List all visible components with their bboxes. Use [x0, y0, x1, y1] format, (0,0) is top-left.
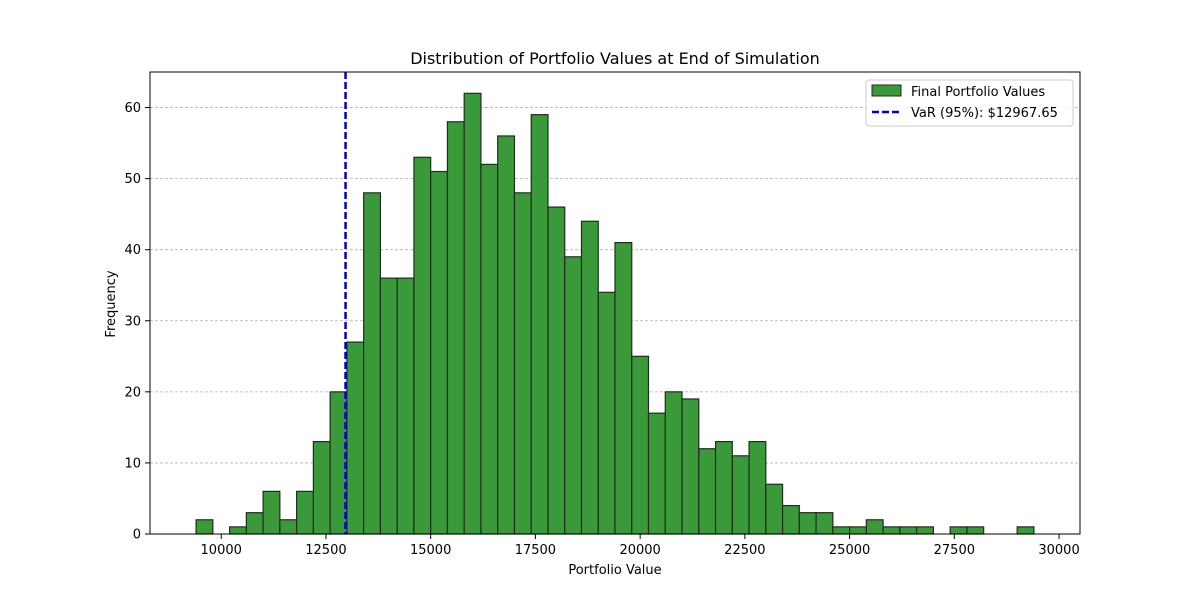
- histogram-bar: [916, 526, 934, 535]
- plot-frame: [149, 71, 1081, 535]
- histogram-bar: [430, 170, 449, 535]
- legend-box: [865, 79, 1074, 127]
- histogram-bar: [1016, 526, 1035, 535]
- histogram-bar: [396, 277, 415, 535]
- histogram-bar: [865, 519, 884, 535]
- histogram-bar: [681, 398, 700, 535]
- x-tick-label: 20000: [619, 543, 660, 558]
- histogram-bar: [798, 512, 817, 535]
- y-tick-label: 10: [124, 456, 141, 471]
- histogram-bar: [262, 490, 281, 535]
- histogram-bar: [765, 483, 784, 535]
- y-tick-label: 50: [124, 172, 141, 187]
- x-tick-label: 10000: [201, 543, 242, 558]
- histogram-bar: [882, 526, 901, 535]
- histogram-bar: [296, 490, 314, 535]
- x-tick-label: 27500: [934, 543, 975, 558]
- histogram-bar: [664, 391, 683, 535]
- histogram-bar: [714, 441, 733, 535]
- x-tick-label: 12500: [305, 543, 346, 558]
- histogram-bar: [815, 512, 834, 535]
- histogram-bar: [480, 163, 499, 535]
- histogram-bar: [899, 526, 918, 535]
- histogram-bar: [731, 455, 750, 535]
- legend-var-label: VaR (95%): $12967.65: [911, 106, 1058, 121]
- histogram-bar: [614, 241, 633, 535]
- histogram-bar: [597, 291, 616, 535]
- histogram-bar: [631, 355, 650, 535]
- y-axis-ticks: 0 10 20 30 40 50 60: [124, 101, 150, 543]
- histogram-bar: [363, 192, 382, 535]
- y-tick-label: 0: [133, 528, 141, 543]
- y-tick-label: 30: [124, 314, 141, 329]
- histogram-bar: [513, 192, 532, 535]
- histogram-bar: [463, 92, 482, 535]
- histogram-bar: [580, 220, 599, 535]
- histogram-bars: [195, 92, 1035, 535]
- histogram-bar: [530, 114, 549, 535]
- histogram-bar: [949, 526, 968, 535]
- histogram-bar: [446, 121, 465, 535]
- x-tick-label: 30000: [1038, 543, 1079, 558]
- histogram-bar: [748, 441, 767, 535]
- histogram-bar: [647, 412, 666, 535]
- histogram-bar: [497, 135, 516, 535]
- histogram-bar: [279, 519, 298, 535]
- y-tick-label: 20: [124, 385, 141, 400]
- histogram-bar: [413, 156, 432, 535]
- y-axis-title: Frequency: [104, 270, 119, 337]
- y-tick-label: 40: [124, 243, 141, 258]
- histogram-bar: [564, 256, 583, 535]
- histogram-bar: [547, 206, 566, 535]
- x-axis-title: Portfolio Value: [568, 563, 661, 578]
- histogram-bar: [195, 519, 214, 535]
- x-tick-label: 25000: [829, 543, 870, 558]
- histogram-bar: [966, 526, 985, 535]
- histogram-bar: [848, 526, 867, 535]
- histogram-bar: [832, 526, 851, 535]
- x-axis-ticks: 10000 12500 15000 17500 20000 22500 25000 27500…: [201, 534, 1080, 558]
- x-tick-label: 17500: [515, 543, 556, 558]
- x-tick-label: 15000: [410, 543, 451, 558]
- y-tick-label: 60: [124, 101, 141, 116]
- chart-title: Distribution of Portfolio Values at End …: [410, 49, 820, 68]
- histogram-bar: [346, 341, 365, 535]
- histogram-bar: [245, 512, 264, 535]
- x-tick-label: 22500: [724, 543, 765, 558]
- legend-bars-swatch: [871, 84, 902, 97]
- legend-bars-label: Final Portfolio Values: [911, 85, 1045, 100]
- histogram-bar: [379, 277, 398, 535]
- histogram-bar: [228, 526, 247, 535]
- histogram-bar: [781, 504, 800, 535]
- histogram-bar: [312, 441, 331, 535]
- legend: Final Portfolio Values VaR (95%): $12967…: [865, 79, 1074, 127]
- histogram-bar: [698, 448, 717, 535]
